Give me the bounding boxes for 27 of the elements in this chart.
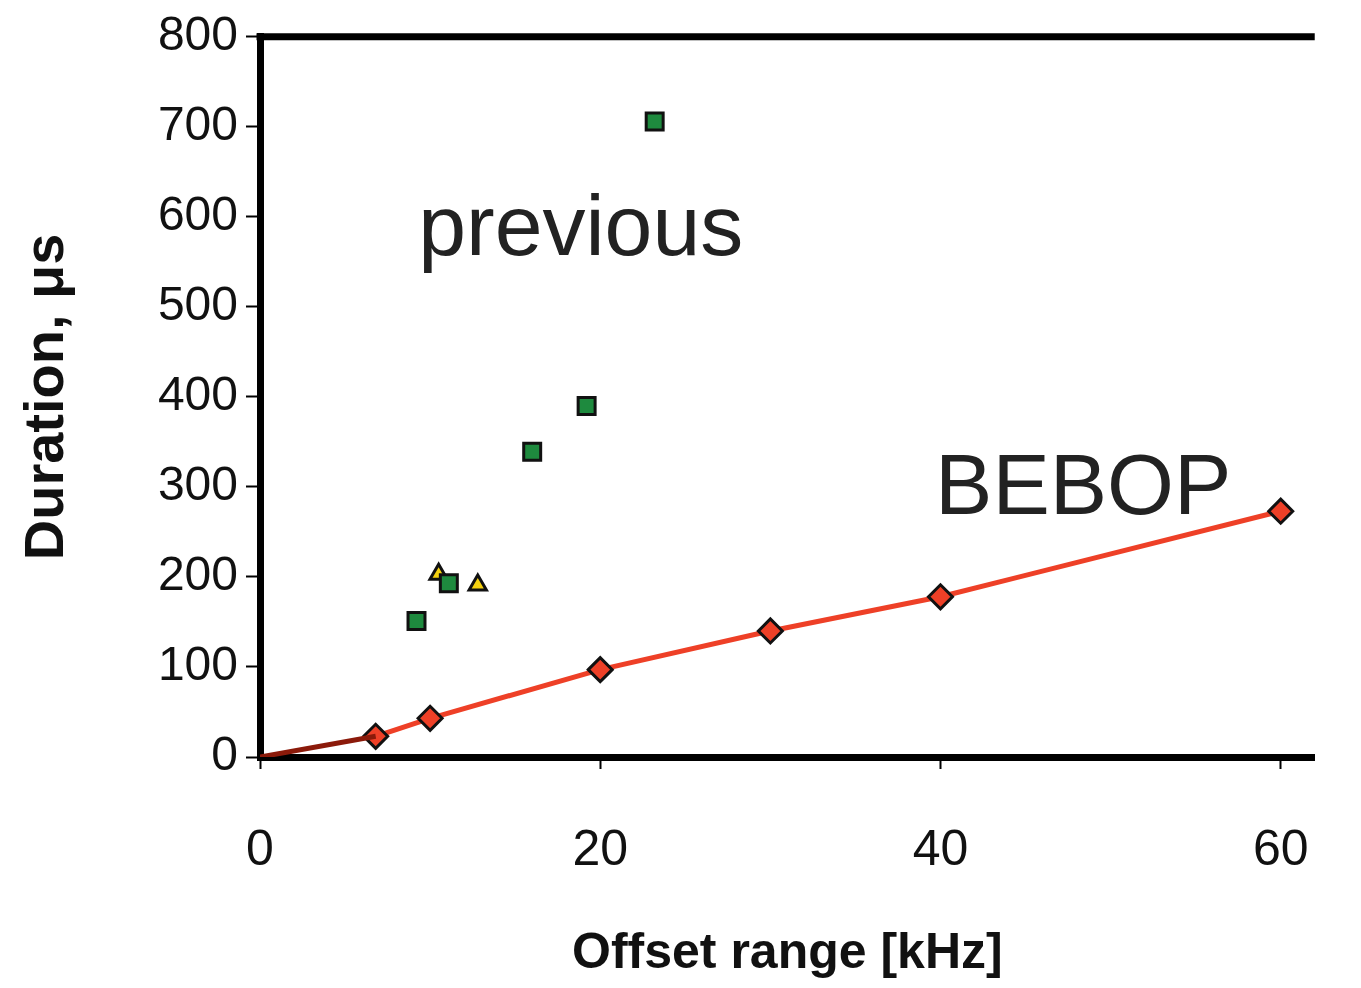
- point: [644, 111, 665, 132]
- point: [576, 395, 597, 416]
- point: [406, 611, 427, 632]
- x-tick-label: 40: [912, 819, 969, 876]
- y-tick-label: 600: [157, 187, 238, 241]
- annotation: BEBOP: [935, 436, 1232, 533]
- point: [1267, 497, 1295, 525]
- point: [522, 441, 543, 462]
- x-tick-label: 0: [246, 819, 274, 876]
- point: [416, 704, 444, 732]
- point: [586, 656, 614, 684]
- point: [756, 617, 784, 645]
- annotation: previous: [418, 176, 744, 273]
- y-tick-label: 700: [157, 97, 238, 151]
- y-tick-label: 0: [211, 727, 238, 781]
- y-tick-label: 800: [157, 7, 238, 61]
- point: [438, 573, 459, 594]
- y-axis-title: Duration, μs: [12, 233, 76, 561]
- y-tick-label: 200: [157, 547, 238, 601]
- y-tick-label: 100: [157, 637, 238, 691]
- x-tick-label: 60: [1252, 819, 1309, 876]
- y-tick-label: 500: [157, 277, 238, 331]
- point: [926, 583, 954, 611]
- y-tick-label: 300: [157, 457, 238, 511]
- x-axis-title: Offset range [kHz]: [572, 922, 1003, 979]
- y-tick-label: 400: [157, 367, 238, 421]
- x-tick-label: 20: [572, 819, 629, 876]
